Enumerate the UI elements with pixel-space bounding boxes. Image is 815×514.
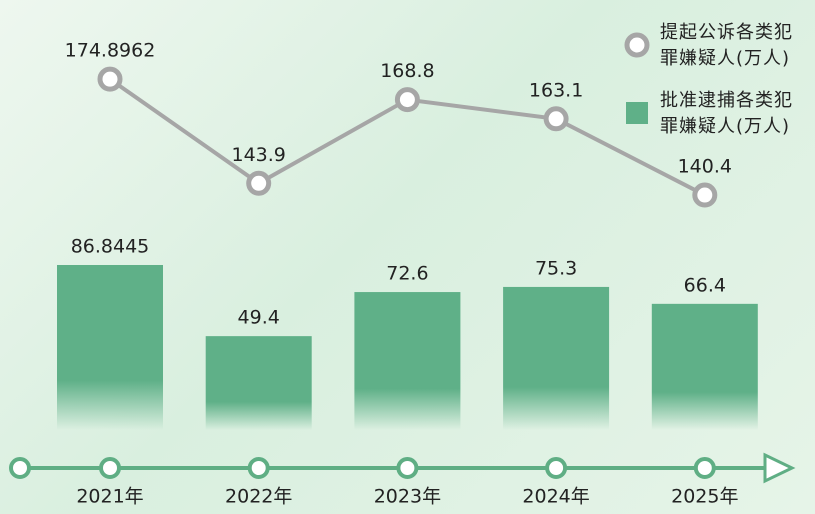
timeline-node [247,457,270,479]
timeline-node [693,457,716,479]
line-marker [246,170,272,196]
timeline-node [545,457,568,479]
line-value-label: 163.1 [529,79,583,101]
line-marker [543,106,569,132]
legend-label: 批准逮捕各类犯罪嫌疑人(万人) [660,90,793,137]
line-value-label: 174.8962 [65,40,156,62]
x-tick-label: 2023年 [374,486,441,508]
legend-label: 提起公诉各类犯罪嫌疑人(万人) [660,22,793,69]
timeline-start [9,457,31,479]
line-value-label: 143.9 [231,144,285,166]
bar [503,286,610,430]
legend-line-marker [624,32,650,58]
x-tick-label: 2024年 [522,486,589,508]
line-value-label: 168.8 [380,60,434,82]
line-marker [692,182,718,208]
x-tick-label: 2022年 [225,486,292,508]
bar [205,336,312,430]
timeline-arrow [763,452,796,484]
timeline-node [99,457,121,479]
bar-value-label: 72.6 [386,263,428,285]
line-value-label: 140.4 [678,156,732,178]
bar [354,292,461,430]
bar-value-label: 66.4 [684,274,726,296]
bar-value-label: 86.8445 [71,235,150,257]
x-tick-label: 2025年 [671,486,738,508]
bar-value-label: 49.4 [238,307,280,329]
legend-bar-marker [626,102,648,124]
line-marker [97,66,123,92]
bar-value-label: 75.3 [535,257,577,279]
bar [57,264,163,430]
line-marker [394,87,420,113]
timeline-node [396,457,419,479]
x-tick-label: 2021年 [76,486,143,508]
bar [651,303,758,430]
